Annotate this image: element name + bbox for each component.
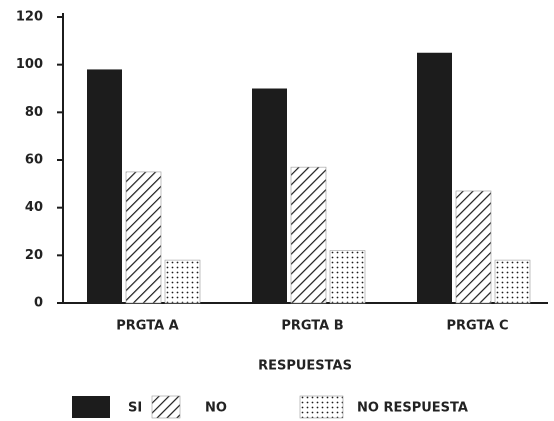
bar <box>494 259 531 304</box>
x-tick-label: PRGTA B <box>281 319 343 334</box>
bar <box>125 171 162 304</box>
bar <box>455 190 492 304</box>
legend-swatch <box>151 395 181 419</box>
y-tick-label: 60 <box>25 153 43 168</box>
bar <box>417 52 452 303</box>
y-tick-label: 80 <box>25 105 43 120</box>
bar <box>252 88 287 303</box>
bar <box>87 69 122 303</box>
y-tick-label: 40 <box>25 200 43 215</box>
y-tick-label: 20 <box>25 248 43 263</box>
bar <box>329 250 366 304</box>
bar <box>290 166 327 304</box>
x-tick-label: PRGTA C <box>447 319 509 334</box>
legend-label: NO RESPUESTA <box>357 401 468 416</box>
y-tick-label: 0 <box>34 296 43 311</box>
legend-swatch <box>299 395 344 419</box>
x-tick-label: PRGTA A <box>116 319 179 334</box>
legend-swatch <box>72 396 110 418</box>
legend-label: SI <box>128 401 142 416</box>
legend-label: NO <box>205 401 227 416</box>
bar <box>164 259 201 304</box>
y-tick-label: 120 <box>16 10 43 25</box>
x-axis-label: RESPUESTAS <box>258 359 352 374</box>
y-tick-label: 100 <box>16 57 43 72</box>
